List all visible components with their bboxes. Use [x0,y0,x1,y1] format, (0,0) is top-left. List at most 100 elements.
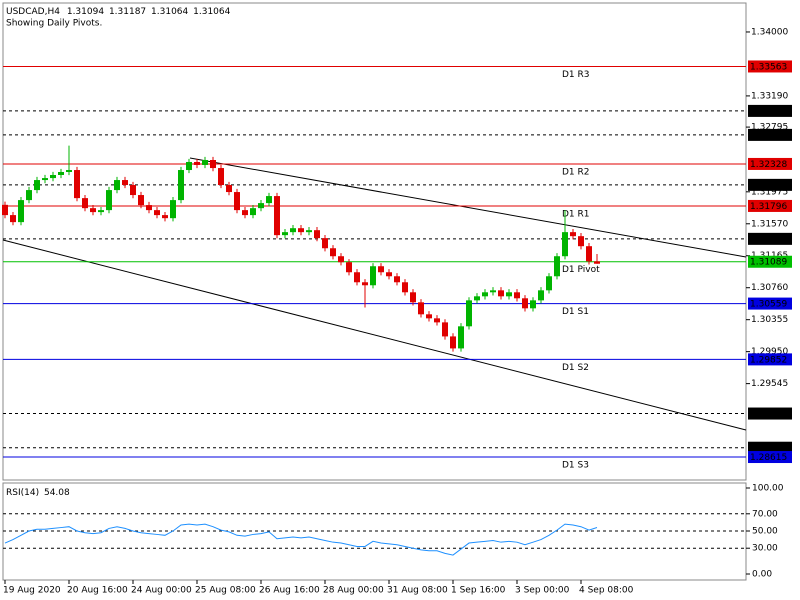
candle-body [98,210,104,213]
candle-body [490,290,496,293]
price-box [748,353,792,366]
price-box [748,441,792,454]
candle-body [210,160,216,169]
price-box-label: 1.32696 [750,131,787,141]
candle-body [58,171,64,175]
price-box-label: 1.29852 [750,355,787,365]
y-tick-label: 1.29950 [751,347,788,357]
candle-body [194,161,200,165]
candle-body [482,292,488,297]
candle-body [122,180,128,186]
candle-body [370,266,376,286]
candle-body [258,203,264,209]
candle-body [338,256,344,263]
candle-body [274,196,280,236]
price-box [748,407,792,420]
candle-body [138,195,144,206]
candle-body [562,232,568,257]
candle-body [202,160,208,165]
candle-body [362,282,368,286]
level-label: D1 R2 [562,167,590,177]
rsi-line [4,523,598,556]
candle-body [570,232,576,237]
level-label: D1 Pivot [562,265,600,275]
candle-body [434,318,440,323]
candle-body [530,300,536,309]
candle-body [10,215,16,223]
level-label: D1 R3 [562,70,590,80]
subtitle: Showing Daily Pivots. [6,19,102,29]
x-tick-label: 26 Aug 16:00 [259,586,320,596]
candle-body [154,210,160,216]
candle-body [346,262,352,273]
price-box-label: 1.31089 [750,258,787,268]
candle-body [322,238,328,249]
candle-body [466,300,472,327]
y-tick-label: 1.29545 [751,379,788,389]
rsi-tick-label: 70.00 [752,509,778,519]
rsi-last: 54.08 [44,488,70,498]
candle-body [514,292,520,299]
y-tick-label: 1.34000 [751,27,788,37]
candle-body [498,290,504,297]
level-label: D1 R1 [562,209,590,219]
price-box [748,199,792,212]
candle-body [26,190,32,201]
ohlc-open: 1.31094 [67,7,104,17]
candle-body [170,200,176,219]
ohlc-low: 1.31064 [151,7,188,17]
candle-body [282,232,288,236]
x-tick-label: 25 Aug 08:00 [195,586,256,596]
candle-body [354,272,360,283]
main-pane [2,2,747,481]
ohlc-high: 1.31187 [109,7,146,17]
symbol: USDCAD,H4 [6,7,60,17]
candle-body [450,336,456,349]
candle-body [266,196,272,204]
y-tick-label: 1.30355 [751,315,788,325]
x-tick-label: 4 Sep 08:00 [579,586,634,596]
candle-body [234,192,240,211]
x-tick-label: 28 Aug 00:00 [323,586,384,596]
x-tick-label: 1 Sep 16:00 [451,586,506,596]
candle-body [34,180,40,191]
price-box-label: 1.28615 [750,453,787,463]
x-tick-label: 31 Aug 08:00 [387,586,448,596]
rsi-tick-label: 100.00 [752,484,784,494]
candle-body [378,266,384,273]
candle-body [426,314,432,319]
level-label: D1 S2 [562,363,589,373]
price-box-label: 1.29166 [750,410,787,420]
candle-body [90,208,96,213]
candle-body [114,180,120,191]
price-box-label: 1.33000 [750,107,787,117]
price-box-label: 1.31796 [750,202,787,212]
candle-body [66,170,72,172]
candle-body [410,292,416,303]
candle-body [394,276,400,283]
trend-line [189,157,747,258]
price-box [748,128,792,141]
candle-body [306,230,312,233]
rsi-tick-label: 30.00 [752,544,778,554]
candle-body [242,210,248,216]
candle-body [402,282,408,293]
candle-body [330,248,336,257]
level-label: D1 S3 [562,461,589,471]
price-box-label: 1.32063 [750,181,787,191]
x-tick-label: 3 Sep 00:00 [515,586,570,596]
candle-body [50,174,56,179]
candle-body [522,298,528,309]
rsi-name: RSI(14) [6,488,39,498]
candle-body [298,228,304,233]
y-tick-label: 1.33190 [751,91,788,101]
price-box-label: 1.31379 [750,235,787,245]
rsi-tick-label: 50.00 [752,527,778,537]
candle-body [418,302,424,315]
candle-body [218,168,224,186]
x-tick-label: 24 Aug 00:00 [131,586,192,596]
price-box [748,297,792,310]
candle-body [178,170,184,201]
